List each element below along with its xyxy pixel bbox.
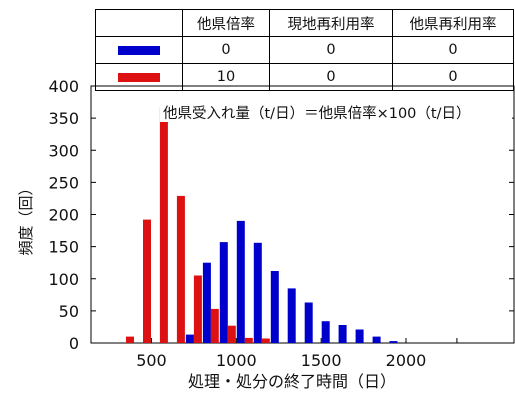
bars	[126, 107, 398, 343]
legend-cell: 0	[392, 63, 514, 91]
y-tick-label: 100	[48, 270, 79, 289]
legend-swatch	[118, 72, 160, 82]
y-tick-label: 350	[48, 109, 79, 128]
bar	[355, 329, 364, 343]
legend-row: 0 0 0	[95, 36, 514, 64]
bar	[372, 336, 381, 343]
legend-table: 他県倍率 現地再利用率 他県再利用率 0 0 0 10 0 0	[95, 9, 514, 91]
legend-cell: 0	[182, 36, 270, 64]
bar	[304, 302, 313, 343]
bar	[287, 288, 296, 343]
legend-header-cell: 他県倍率	[182, 9, 270, 37]
y-tick-label: 300	[48, 141, 79, 160]
x-tick-label: 1000	[216, 351, 257, 370]
legend-header-row: 他県倍率 現地再利用率 他県再利用率	[95, 9, 514, 37]
legend-cell: 0	[392, 36, 514, 64]
bar	[244, 337, 253, 343]
legend-header-cell: 現地再利用率	[269, 9, 393, 37]
legend-row: 10 0 0	[95, 63, 514, 91]
y-ticks: 0 50 100 150 200 250 300 350 400	[48, 77, 514, 353]
bar	[143, 219, 151, 343]
legend-header-cell	[95, 9, 183, 37]
bar	[270, 271, 279, 343]
x-ticks: 500 1000 1500 2000	[136, 338, 458, 370]
legend-cell: 0	[269, 36, 393, 64]
bar	[210, 308, 219, 343]
annotation-bg	[160, 102, 512, 122]
bar	[389, 341, 398, 343]
bar	[159, 107, 168, 343]
y-tick-label: 50	[59, 302, 79, 321]
bar	[176, 195, 185, 343]
x-tick-label: 500	[136, 351, 167, 370]
legend-swatch	[118, 45, 160, 55]
bar	[219, 242, 228, 343]
legend-cell: 10	[182, 63, 270, 91]
y-axis-label: 頻度（回）	[17, 180, 35, 255]
legend-swatch-cell	[95, 63, 183, 91]
plot-frame	[90, 85, 515, 344]
x-tick-label: 2000	[386, 351, 427, 370]
y-tick-label: 200	[48, 206, 79, 225]
bar	[253, 242, 262, 343]
bar	[202, 262, 211, 343]
x-tick-label: 1500	[301, 351, 342, 370]
x-axis-label: 処理・処分の終了時間（日）	[188, 372, 396, 391]
legend-swatch-cell	[95, 36, 183, 64]
y-tick-label: 400	[48, 77, 79, 96]
bar	[338, 325, 347, 343]
bar	[227, 325, 236, 343]
legend-cell: 0	[269, 63, 393, 91]
bar	[236, 220, 245, 343]
y-tick-label: 250	[48, 173, 79, 192]
bar	[185, 334, 194, 343]
annotation: 他県受入れ量（t/日）＝他県倍率×100（t/日）	[163, 105, 470, 122]
y-tick-label: 150	[48, 238, 79, 257]
y-tick-label: 0	[69, 334, 79, 353]
legend-header-cell: 他県再利用率	[392, 9, 514, 37]
bar	[193, 275, 202, 343]
bar	[261, 338, 270, 343]
bar	[126, 336, 134, 343]
bar	[321, 321, 330, 343]
